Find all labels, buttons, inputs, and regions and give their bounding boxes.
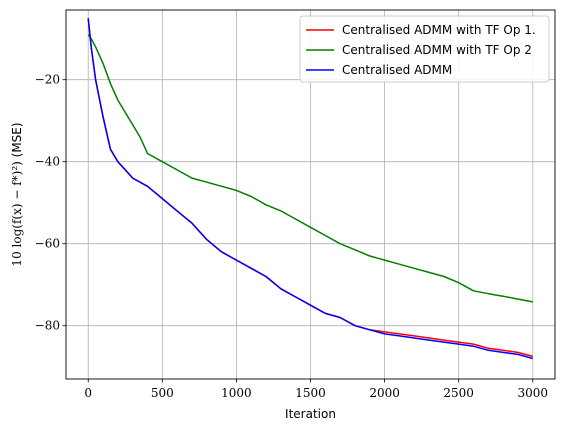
x-tick-label: 1500 <box>295 386 326 400</box>
svg-text:10 log(f(x) − f*)²) (MSE): 10 log(f(x) − f*)²) (MSE) <box>10 122 24 266</box>
x-tick-label: 500 <box>151 386 174 400</box>
y-axis-ticks: −20 −40 −60 −80 <box>35 73 66 333</box>
x-tick-label: 0 <box>84 386 92 400</box>
x-tick-label: 2000 <box>369 386 400 400</box>
y-tick-label: −80 <box>35 319 60 333</box>
y-tick-label: −60 <box>35 237 60 251</box>
legend-label-2: Centralised ADMM with TF Op 2 <box>342 43 532 57</box>
series-lines <box>87 18 534 360</box>
legend-label-1: Centralised ADMM with TF Op 1. <box>342 23 536 37</box>
x-tick-label: 2500 <box>443 386 474 400</box>
grid-lines <box>66 10 555 379</box>
legend: Centralised ADMM with TF Op 1. Centralise… <box>299 15 550 83</box>
y-tick-label: −20 <box>35 73 60 87</box>
legend-box <box>299 15 550 83</box>
x-axis-label: Iteration <box>285 407 336 421</box>
x-tick-label: 1000 <box>221 386 252 400</box>
series-line-3 <box>87 18 534 360</box>
y-axis-label-unit: (MSE) <box>10 122 24 161</box>
x-axis-ticks: 0 500 1000 1500 2000 2500 3000 <box>84 379 548 400</box>
y-tick-label: −40 <box>35 155 60 169</box>
x-tick-label: 3000 <box>517 386 548 400</box>
series-line-2 <box>87 34 533 303</box>
y-axis-label-math: 10 log(f(x) − f*)²) <box>10 161 24 266</box>
y-axis-label: 10 log(f(x) − f*)²) (MSE) <box>10 122 24 266</box>
legend-label-3: Centralised ADMM <box>342 63 452 77</box>
